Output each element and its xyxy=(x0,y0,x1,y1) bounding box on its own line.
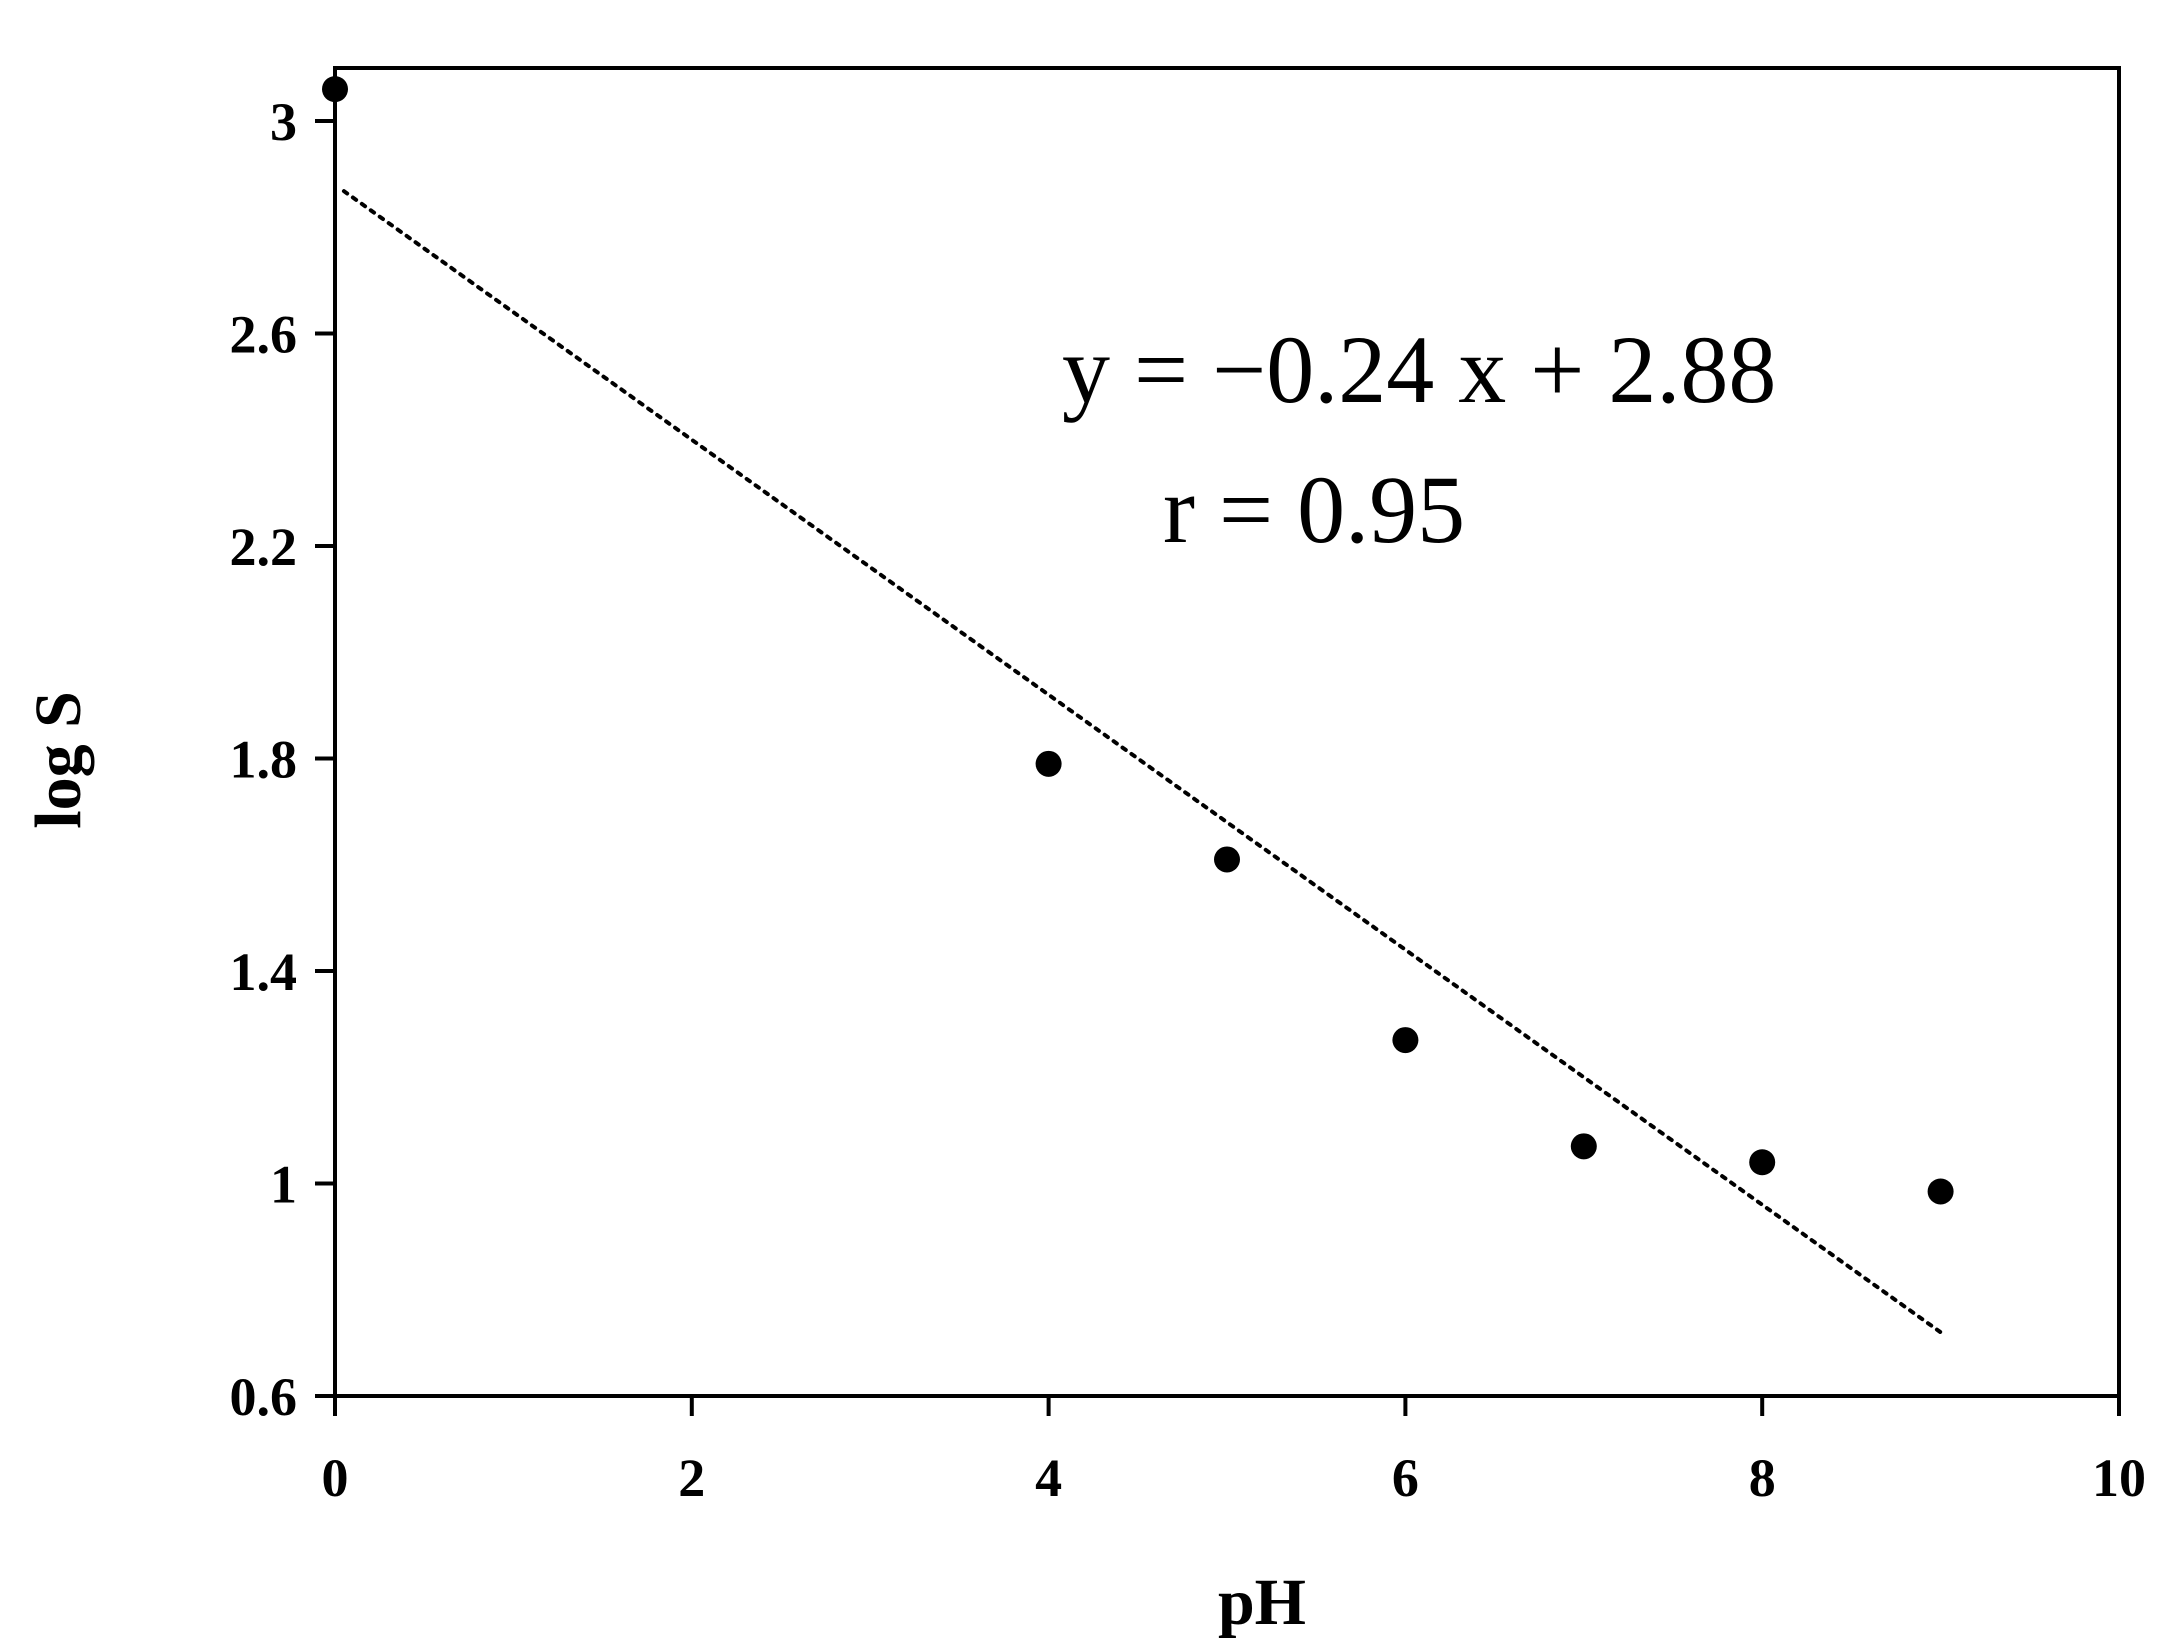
y-tick-label: 2.2 xyxy=(230,517,298,577)
x-tick-label: 8 xyxy=(1749,1448,1776,1508)
data-point xyxy=(1927,1178,1954,1205)
data-point xyxy=(1749,1149,1776,1176)
x-axis-ticks: 0 2 4 6 8 10 xyxy=(322,1396,2146,1508)
x-axis-title: pH xyxy=(1218,1566,1306,1639)
y-axis-title: log S xyxy=(22,691,95,829)
data-points xyxy=(322,76,1954,1205)
data-point xyxy=(322,76,348,103)
y-tick-label: 2.6 xyxy=(230,305,298,365)
data-point xyxy=(1392,1027,1419,1054)
y-tick-label: 0.6 xyxy=(230,1367,298,1427)
y-tick-label: 1 xyxy=(270,1155,297,1215)
y-tick-label: 3 xyxy=(270,92,297,152)
correlation-coefficient: r = 0.95 xyxy=(1163,456,1465,563)
data-point xyxy=(1214,846,1240,873)
trendline xyxy=(341,189,1943,1335)
y-tick-label: 1.4 xyxy=(230,942,298,1002)
x-tick-label: 0 xyxy=(322,1448,349,1508)
data-point xyxy=(1035,750,1062,777)
plot-area xyxy=(333,66,2121,1398)
data-point xyxy=(1570,1133,1597,1160)
x-tick-label: 2 xyxy=(678,1448,705,1508)
x-tick-label: 10 xyxy=(2092,1448,2146,1508)
y-axis-ticks: 0.6 1 1.4 1.8 2.2 2.6 3 xyxy=(230,92,335,1427)
y-tick-label: 1.8 xyxy=(230,730,298,790)
x-tick-label: 4 xyxy=(1035,1448,1062,1508)
x-tick-label: 6 xyxy=(1392,1448,1419,1508)
trendline-equation: y = −0.24 x + 2.88 xyxy=(1062,316,1776,423)
